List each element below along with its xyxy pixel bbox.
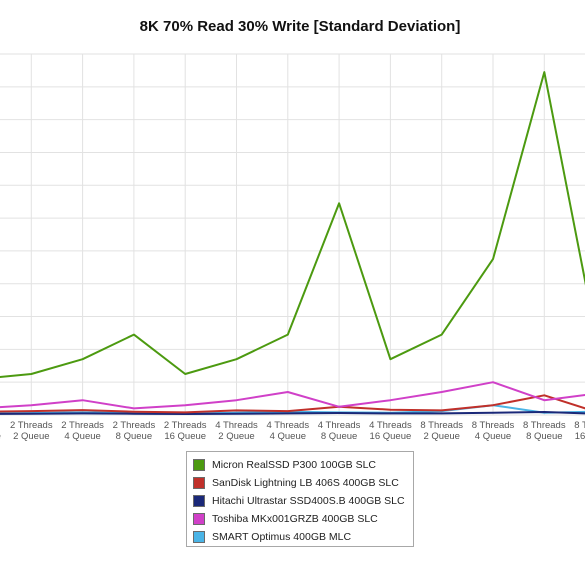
legend-item: SanDisk Lightning LB 406S 400GB SLC <box>193 474 413 492</box>
series-lines <box>0 71 585 415</box>
x-tick-label: 1 Thread16 Queue <box>0 420 1 442</box>
x-tick-label: 2 Threads 16 Queue <box>164 420 207 442</box>
legend-label: SMART Optimus 400GB MLC <box>212 531 352 543</box>
legend-label: Micron RealSSD P300 100GB SLC <box>212 459 376 471</box>
grid-lines <box>0 53 585 416</box>
legend-swatch <box>193 513 205 525</box>
legend-swatch <box>193 459 205 471</box>
legend-swatch <box>193 477 205 489</box>
legend-item: SMART Optimus 400GB MLC <box>193 528 413 546</box>
legend-label: Hitachi Ultrastar SSD400S.B 400GB SLC <box>212 495 405 507</box>
x-tick-label: 4 Threads 16 Queue <box>369 420 412 442</box>
legend-label: Toshiba MKx001GRZB 400GB SLC <box>212 513 378 525</box>
legend: Micron RealSSD P300 100GB SLC SanDisk Lig… <box>186 451 414 547</box>
legend-item: Hitachi Ultrastar SSD400S.B 400GB SLC <box>193 492 413 510</box>
x-tick-label: 8 Threads 4 Queue <box>472 420 515 442</box>
legend-swatch <box>193 495 205 507</box>
series-line-1 <box>0 394 585 414</box>
x-tick-label: 4 Threads 2 Queue <box>215 420 258 442</box>
x-tick-label: 4 Threads 4 Queue <box>266 420 309 442</box>
series-line-2 <box>0 411 585 415</box>
x-tick-label: 2 Threads 4 Queue <box>61 420 104 442</box>
x-tick-label: 4 Threads 8 Queue <box>318 420 361 442</box>
series-line-0 <box>0 71 585 378</box>
legend-swatch <box>193 531 205 543</box>
x-tick-label: 8 Threads 8 Queue <box>523 420 566 442</box>
legend-item: Toshiba MKx001GRZB 400GB SLC <box>193 510 413 528</box>
legend-label: SanDisk Lightning LB 406S 400GB SLC <box>212 477 399 489</box>
chart-title: 8K 70% Read 30% Write [Standard Deviatio… <box>139 18 461 35</box>
x-tick-label: 8 Threads 2 Queue <box>420 420 463 442</box>
x-tick-label: 2 Threads 2 Queue <box>10 420 53 442</box>
series-line-3 <box>0 381 585 410</box>
legend-item: Micron RealSSD P300 100GB SLC <box>193 456 413 474</box>
x-tick-label: 2 Threads 8 Queue <box>113 420 156 442</box>
